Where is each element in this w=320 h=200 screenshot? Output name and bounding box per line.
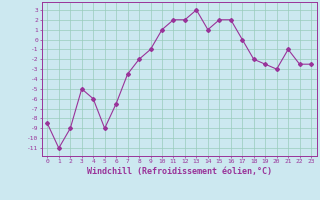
X-axis label: Windchill (Refroidissement éolien,°C): Windchill (Refroidissement éolien,°C) — [87, 167, 272, 176]
